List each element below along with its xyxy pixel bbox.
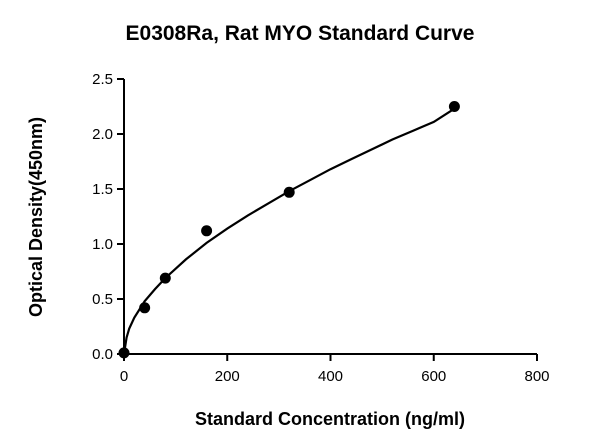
x-axis-ticks: 0 200 400 600 800 (120, 354, 550, 385)
fit-curve-line (122, 107, 455, 355)
y-tick-label: 0.5 (92, 291, 113, 308)
data-point (448, 101, 460, 112)
axes (123, 79, 537, 355)
y-tick-label: 2.0 (92, 126, 113, 143)
y-axis-title: Optical Density(450nm) (26, 117, 46, 317)
y-tick-label: 0.0 (92, 346, 113, 363)
data-points (118, 101, 460, 359)
x-tick-label: 400 (318, 368, 343, 385)
x-tick-label: 600 (421, 368, 446, 385)
y-tick-label: 2.5 (92, 71, 113, 88)
data-point (283, 186, 295, 198)
x-tick-label: 200 (215, 368, 240, 385)
data-point (118, 347, 130, 359)
x-tick-label: 800 (524, 368, 549, 385)
x-tick-label: 0 (120, 368, 128, 385)
y-tick-label: 1.0 (92, 236, 113, 253)
y-tick-label: 1.5 (92, 181, 113, 198)
data-point (159, 272, 171, 284)
y-axis-ticks: 0.0 0.5 1.0 1.5 2.0 2.5 (92, 71, 124, 363)
data-point (201, 225, 213, 237)
data-point (139, 302, 151, 314)
chart-title: E0308Ra, Rat MYO Standard Curve (125, 22, 475, 45)
x-axis-title: Standard Concentration (ng/ml) (195, 409, 465, 429)
